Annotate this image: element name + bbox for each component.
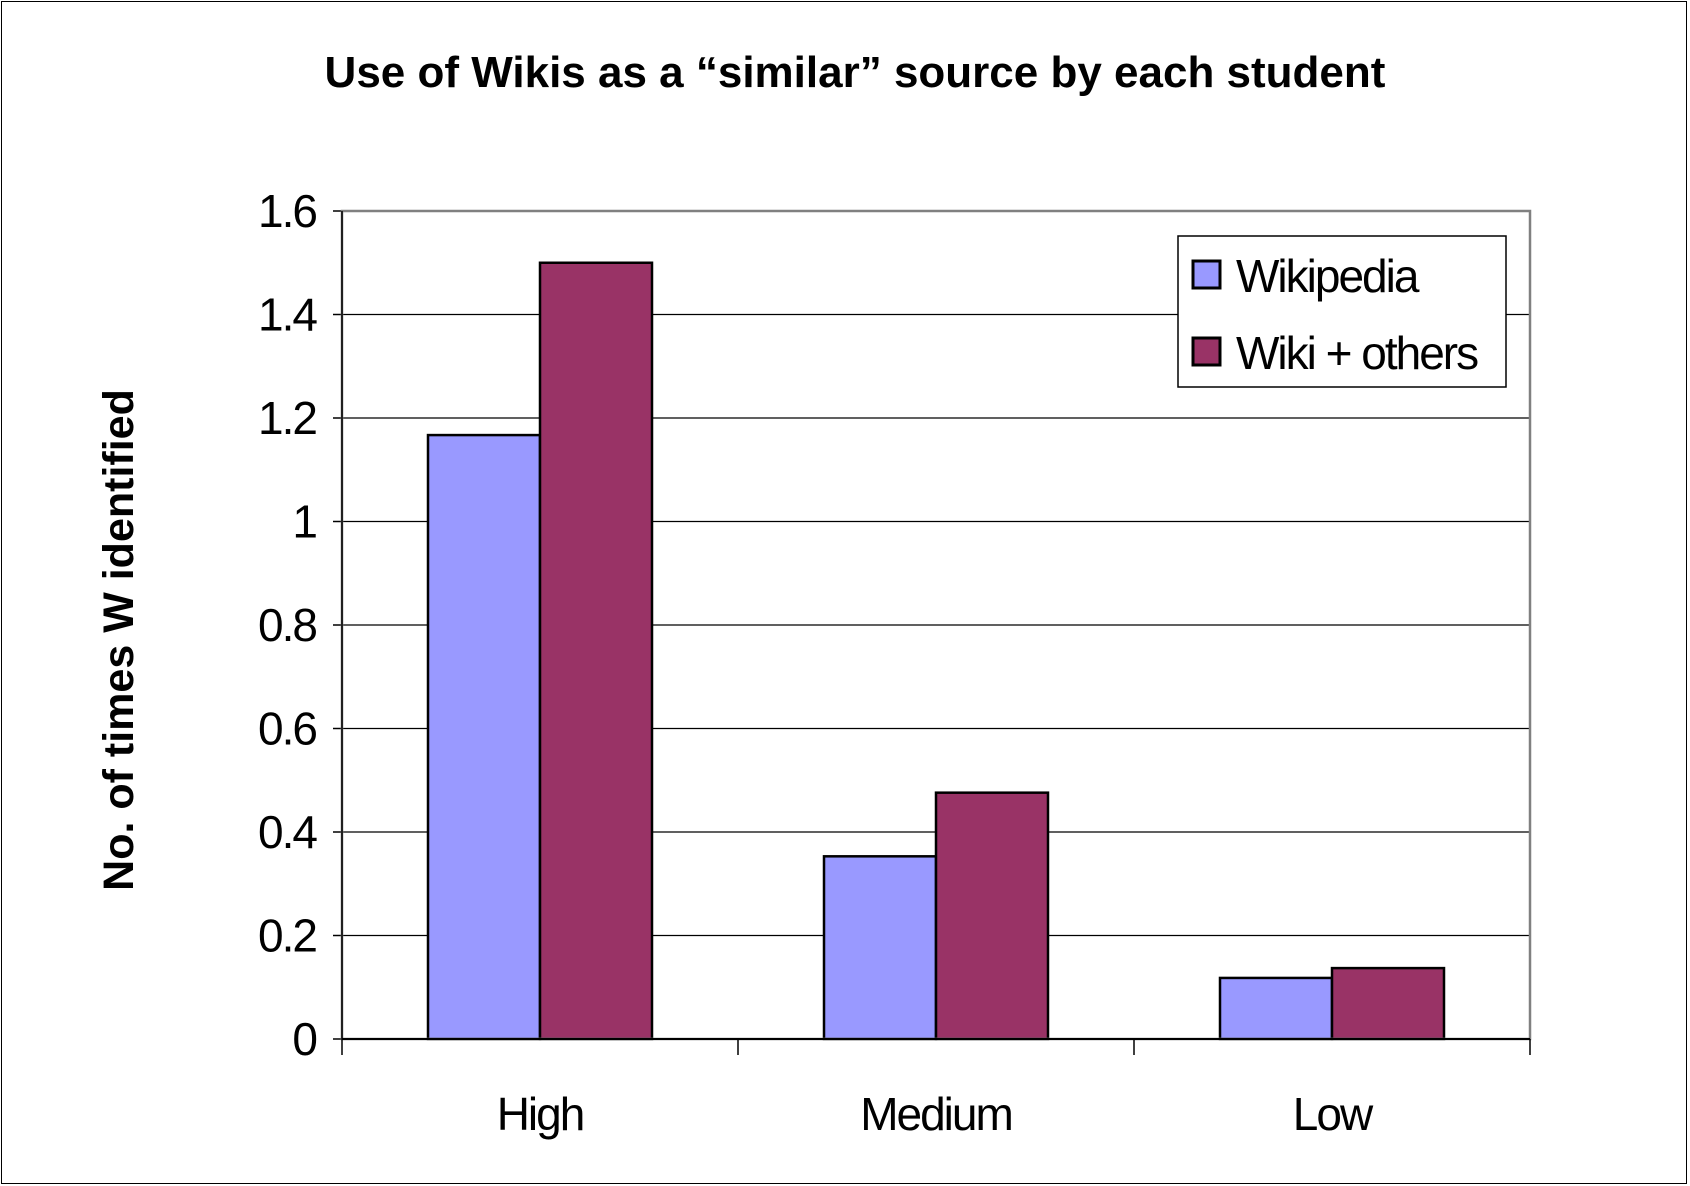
x-tick-label-high: High [497,1088,584,1140]
bar-wiki-others-medium [934,791,1050,1041]
y-tick-label-7: 1.4 [258,289,317,341]
x-tick-labels: High Medium Low [497,1088,1376,1140]
legend: Wikipedia Wiki + others [1177,235,1507,388]
legend-box [1177,235,1507,388]
bar-wikipedia-medium [822,855,938,1041]
bar-wiki-others-low [1330,966,1446,1041]
y-tick-label-1: 0.2 [258,910,316,962]
y-tick-label-8: 1.6 [258,185,316,237]
y-tick-label-2: 0.4 [258,806,317,858]
bar-wiki-others-high [538,261,654,1041]
legend-swatch-wiki-others [1191,336,1222,367]
y-tick-label-0: 0 [292,1013,316,1065]
y-tick-label-6: 1.2 [258,392,316,444]
y-axis-label: No. of times W identified [95,389,143,891]
y-tick-label-4: 0.8 [258,599,316,651]
axes [333,209,1532,1055]
legend-swatch-wikipedia [1191,259,1222,290]
legend-label-wikipedia: Wikipedia [1236,250,1420,302]
legend-label-wiki-others: Wiki + others [1236,327,1478,379]
x-tick-label-low: Low [1293,1088,1374,1140]
bar-wikipedia-low [1218,976,1334,1041]
x-tick-label-medium: Medium [860,1088,1012,1140]
y-tick-labels: 0 0.2 0.4 0.6 0.8 1 1.2 1.4 1.6 [258,185,319,1065]
y-tick-label-5: 1 [292,496,316,548]
bars [426,261,1446,1041]
y-tick-label-3: 0.6 [258,703,316,755]
chart-title: Use of Wikis as a “similar” source by ea… [325,48,1386,97]
bar-wikipedia-high [426,433,542,1041]
